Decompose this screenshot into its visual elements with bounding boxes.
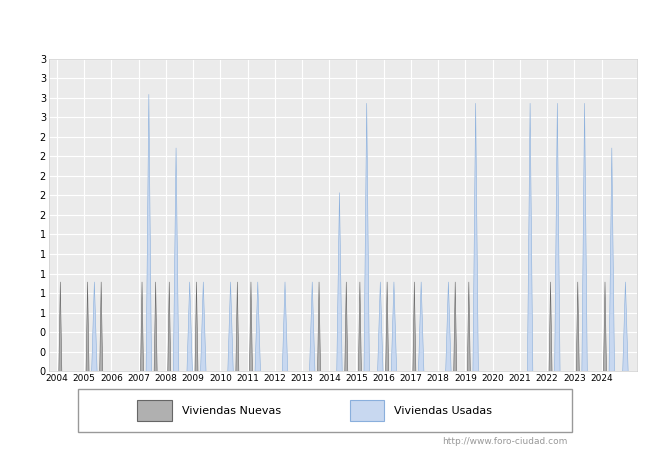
Polygon shape <box>92 282 97 371</box>
Polygon shape <box>364 103 369 371</box>
FancyBboxPatch shape <box>78 389 572 432</box>
Polygon shape <box>454 282 457 371</box>
Polygon shape <box>577 282 579 371</box>
Polygon shape <box>174 148 179 371</box>
Polygon shape <box>250 282 252 371</box>
Polygon shape <box>358 282 361 371</box>
Polygon shape <box>623 282 628 371</box>
Polygon shape <box>446 282 451 371</box>
Polygon shape <box>154 282 157 371</box>
Polygon shape <box>195 282 198 371</box>
Bar <box>137 400 172 421</box>
Polygon shape <box>168 282 171 371</box>
Polygon shape <box>391 282 396 371</box>
Polygon shape <box>344 282 348 371</box>
Polygon shape <box>337 193 342 371</box>
Polygon shape <box>146 94 151 371</box>
Text: Encinedo  -  Evolucion del Nº de Transacciones Inmobiliarias: Encinedo - Evolucion del Nº de Transacci… <box>105 16 545 31</box>
Polygon shape <box>549 282 552 371</box>
Polygon shape <box>140 282 144 371</box>
Polygon shape <box>86 282 89 371</box>
Polygon shape <box>413 282 416 371</box>
Polygon shape <box>59 282 62 371</box>
Polygon shape <box>201 282 206 371</box>
Polygon shape <box>227 282 233 371</box>
Polygon shape <box>582 103 588 371</box>
Polygon shape <box>318 282 320 371</box>
Text: Viviendas Usadas: Viviendas Usadas <box>394 405 492 416</box>
Polygon shape <box>236 282 239 371</box>
Polygon shape <box>473 103 478 371</box>
Polygon shape <box>609 148 614 371</box>
Bar <box>350 400 384 421</box>
Polygon shape <box>603 282 606 371</box>
Polygon shape <box>309 282 315 371</box>
Polygon shape <box>554 103 560 371</box>
Polygon shape <box>419 282 424 371</box>
Polygon shape <box>187 282 192 371</box>
Polygon shape <box>378 282 383 371</box>
Polygon shape <box>385 282 389 371</box>
Polygon shape <box>282 282 288 371</box>
Text: http://www.foro-ciudad.com: http://www.foro-ciudad.com <box>442 437 567 446</box>
Polygon shape <box>99 282 103 371</box>
Polygon shape <box>527 103 533 371</box>
Polygon shape <box>467 282 471 371</box>
Polygon shape <box>255 282 261 371</box>
Text: Viviendas Nuevas: Viviendas Nuevas <box>182 405 281 416</box>
